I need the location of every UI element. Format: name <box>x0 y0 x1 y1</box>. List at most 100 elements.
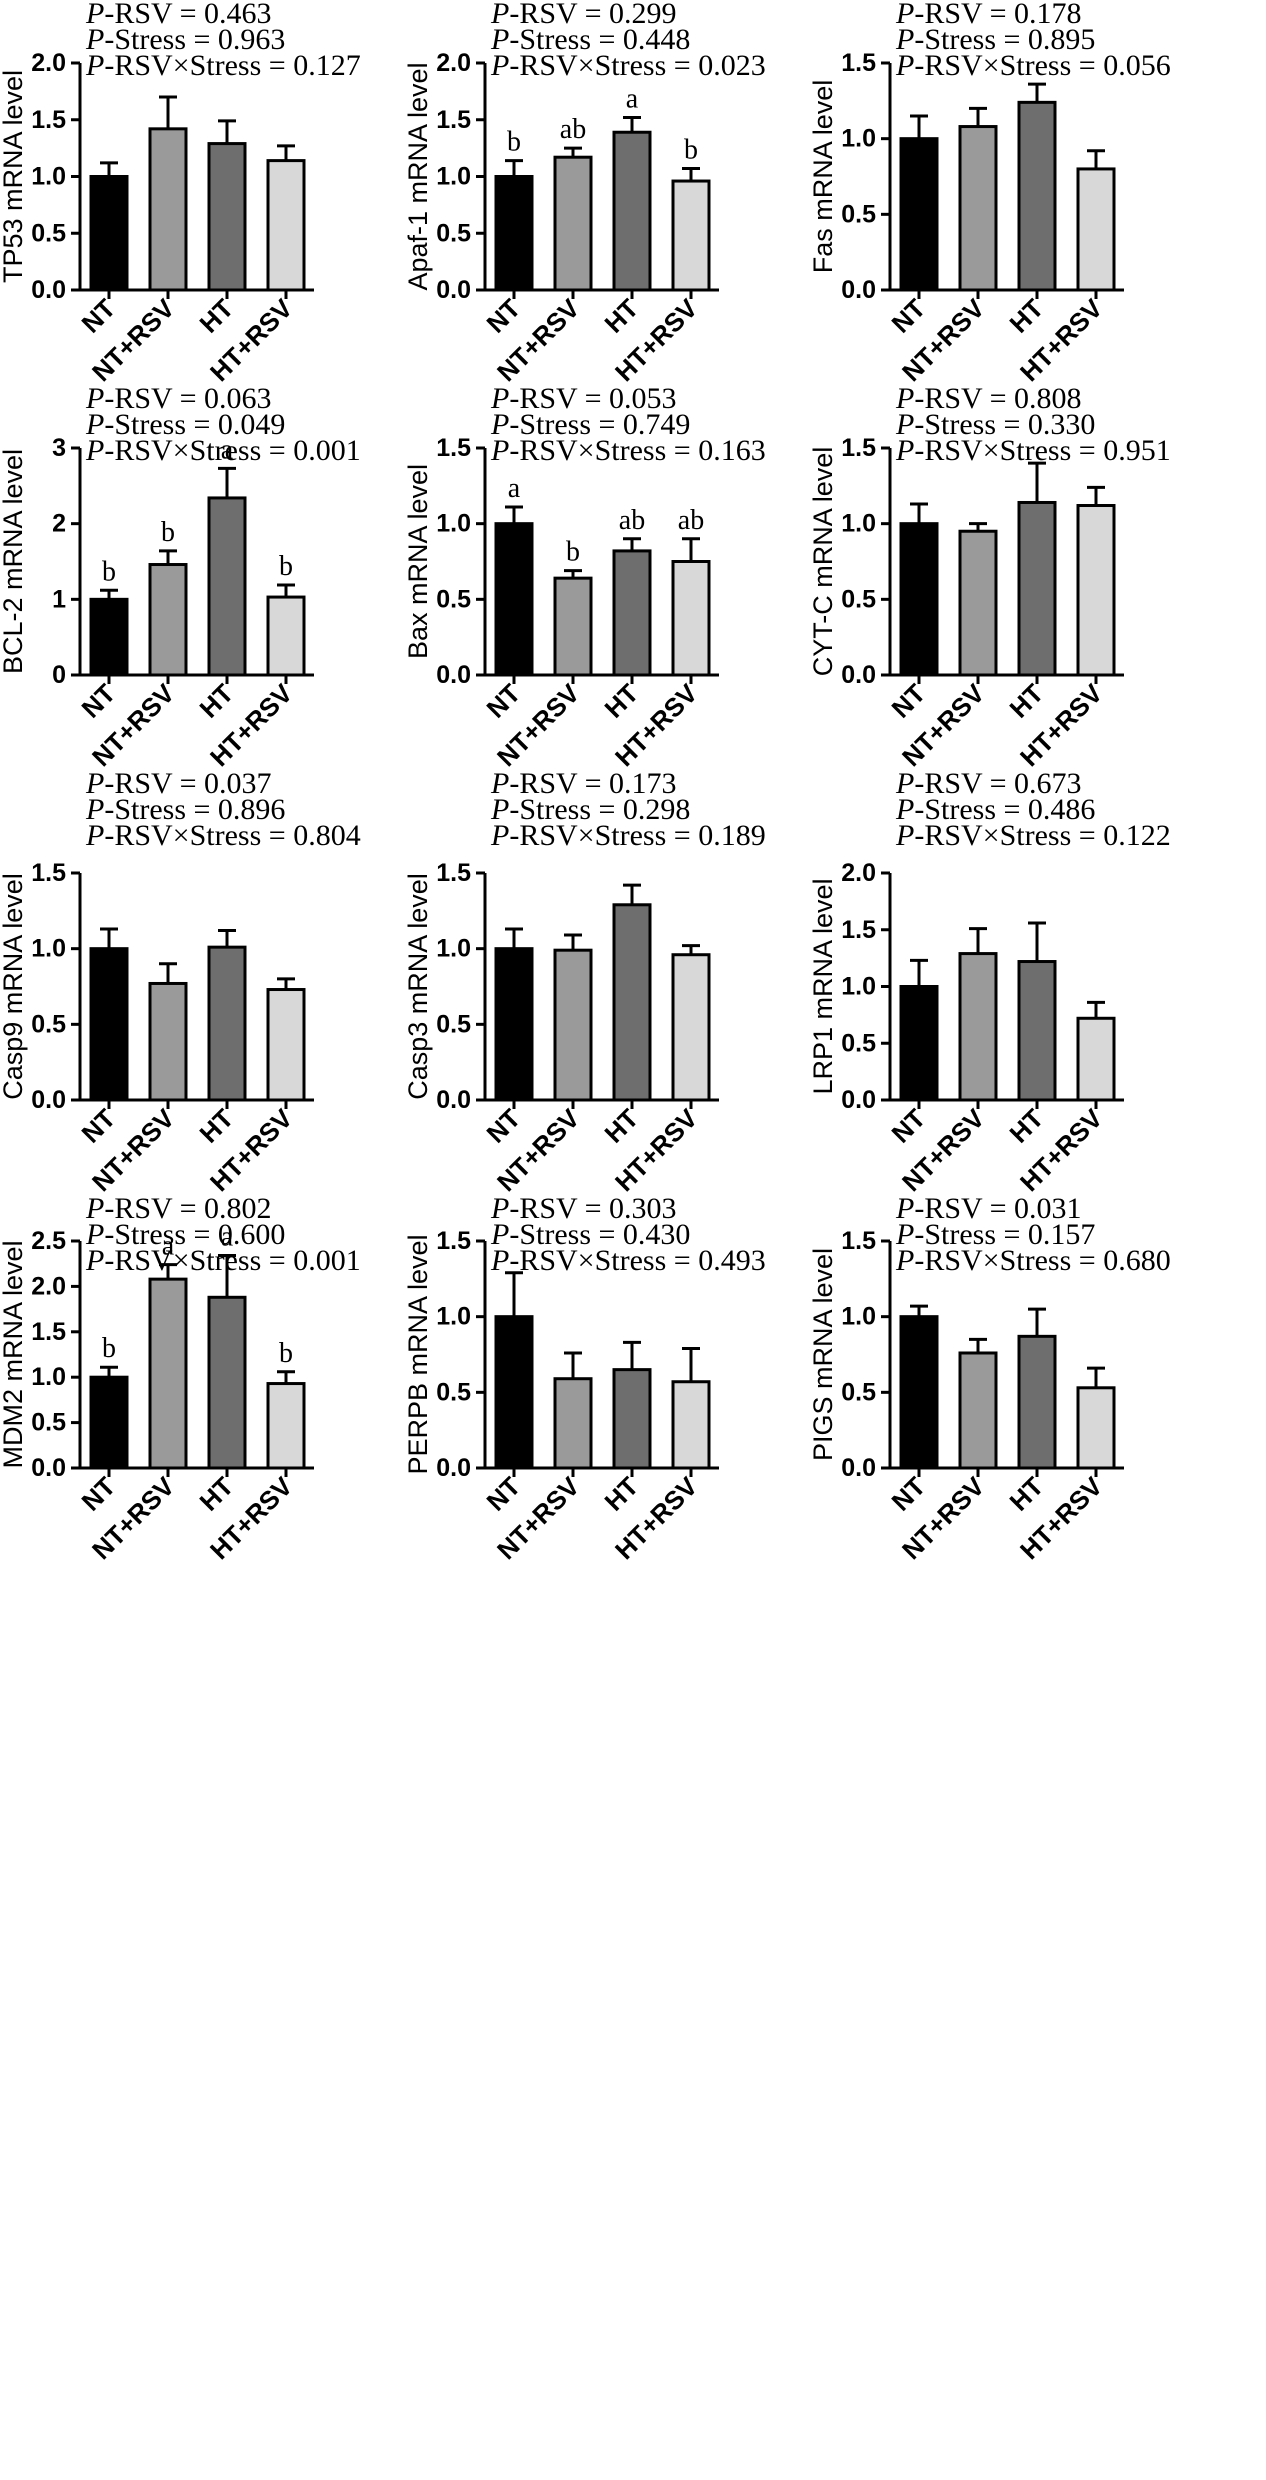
significance-letter: ab <box>619 505 645 536</box>
bar-nt <box>494 947 534 1102</box>
x-tick-label: NT <box>76 293 122 339</box>
p-rsv-text: P-RSV = 0.037 <box>85 767 272 800</box>
p-stress-text: P-Stress = 0.157 <box>895 1218 1095 1251</box>
bar-ht <box>207 1295 247 1470</box>
p-stress-text: P-Stress = 0.430 <box>490 1218 690 1251</box>
bar-nt-rsv <box>148 563 188 677</box>
y-tick-label: 1.5 <box>841 916 876 944</box>
bar-ht <box>1017 1334 1057 1470</box>
y-tick-label: 0.0 <box>436 661 471 689</box>
bar-nt-rsv <box>148 1277 188 1470</box>
bar-nt <box>494 175 534 292</box>
y-axis-label: Bax mRNA level <box>403 464 433 659</box>
bar-ht-rsv <box>266 595 306 677</box>
p-rsv-text: P-RSV = 0.053 <box>490 382 677 415</box>
y-axis-label: PERPB mRNA level <box>403 1234 433 1474</box>
y-tick-label: 1.5 <box>436 434 471 462</box>
significance-letter: b <box>279 1338 293 1369</box>
x-tick-label: HT <box>194 1103 240 1149</box>
bar-nt <box>494 522 534 677</box>
bar-nt-rsv <box>148 981 188 1102</box>
bar-nt <box>494 1315 534 1470</box>
significance-letter: b <box>161 517 175 548</box>
bar-nt <box>89 175 129 292</box>
p-interaction-text: P-RSV×Stress = 0.122 <box>895 819 1171 852</box>
y-tick-label: 1.0 <box>841 1303 876 1331</box>
p-stress-text: P-Stress = 0.600 <box>85 1218 285 1251</box>
bar-ht-rsv <box>1076 1386 1116 1470</box>
x-tick-label: NT <box>481 1103 527 1149</box>
p-interaction-text: P-RSV×Stress = 0.001 <box>85 1244 361 1277</box>
y-tick-label: 1.5 <box>436 859 471 887</box>
p-interaction-text: P-RSV×Stress = 0.493 <box>490 1244 766 1277</box>
significance-letter: a <box>626 83 639 114</box>
bar-ht <box>612 1368 652 1470</box>
significance-letter: ab <box>560 114 586 145</box>
bar-ht-rsv <box>671 560 711 677</box>
y-tick-label: 0.5 <box>841 585 876 613</box>
y-tick-label: 0.0 <box>436 1086 471 1114</box>
y-tick-label: 0.5 <box>31 1409 66 1437</box>
significance-letter: b <box>507 127 521 158</box>
y-tick-label: 1.0 <box>31 163 66 191</box>
p-interaction-text: P-RSV×Stress = 0.163 <box>490 434 766 467</box>
x-tick-label: HT <box>599 1471 645 1517</box>
y-axis-label: PIGS mRNA level <box>808 1248 838 1461</box>
bar-ht <box>1017 500 1057 677</box>
significance-letter: a <box>508 473 521 504</box>
p-rsv-text: P-RSV = 0.299 <box>490 0 677 30</box>
y-axis-label: BCL-2 mRNA level <box>0 449 28 674</box>
bar-nt <box>89 947 129 1102</box>
y-tick-label: 0.0 <box>841 661 876 689</box>
p-stress-text: P-Stress = 0.486 <box>895 793 1095 826</box>
x-tick-label: NT <box>886 1103 932 1149</box>
bar-nt <box>899 985 939 1102</box>
p-stress-text: P-Stress = 0.330 <box>895 408 1095 441</box>
p-interaction-text: P-RSV×Stress = 0.189 <box>490 819 766 852</box>
x-tick-label: HT <box>194 293 240 339</box>
bar-ht-rsv <box>1076 504 1116 677</box>
y-tick-label: 2 <box>52 510 66 538</box>
y-tick-label: 0.5 <box>31 219 66 247</box>
bar-nt <box>899 137 939 292</box>
bar-nt-rsv <box>958 529 998 677</box>
significance-letter: b <box>684 135 698 166</box>
bar-ht-rsv <box>266 1382 306 1470</box>
bar-nt <box>899 522 939 677</box>
x-tick-label: NT <box>76 678 122 724</box>
y-tick-label: 1.5 <box>436 106 471 134</box>
bar-nt <box>89 1375 129 1470</box>
bar-ht-rsv <box>671 953 711 1102</box>
x-tick-label: NT <box>481 678 527 724</box>
y-tick-label: 1.0 <box>841 973 876 1001</box>
y-tick-label: 1.5 <box>436 1227 471 1255</box>
bar-ht <box>612 903 652 1102</box>
p-stress-text: P-Stress = 0.298 <box>490 793 690 826</box>
x-tick-label: HT <box>194 678 240 724</box>
bar-nt <box>899 1315 939 1470</box>
p-interaction-text: P-RSV×Stress = 0.951 <box>895 434 1171 467</box>
y-tick-label: 1.5 <box>31 106 66 134</box>
y-axis-label: Apaf-1 mRNA level <box>403 62 433 290</box>
bar-ht-rsv <box>266 159 306 292</box>
y-tick-label: 0.5 <box>436 1378 471 1406</box>
significance-letter: a <box>221 434 234 465</box>
significance-letter: b <box>102 1333 116 1364</box>
y-tick-label: 0.5 <box>436 585 471 613</box>
x-tick-label: HT <box>599 678 645 724</box>
y-tick-label: 1.5 <box>31 1318 66 1346</box>
p-stress-text: P-Stress = 0.963 <box>85 23 285 56</box>
y-axis-label: CYT-C mRNA level <box>808 447 838 677</box>
x-tick-label: HT <box>599 1103 645 1149</box>
y-tick-label: 2.5 <box>31 1227 66 1255</box>
y-tick-label: 0.5 <box>436 219 471 247</box>
y-tick-label: 1.0 <box>841 125 876 153</box>
p-rsv-text: P-RSV = 0.673 <box>895 767 1082 800</box>
y-axis-label: LRP1 mRNA level <box>808 878 838 1094</box>
